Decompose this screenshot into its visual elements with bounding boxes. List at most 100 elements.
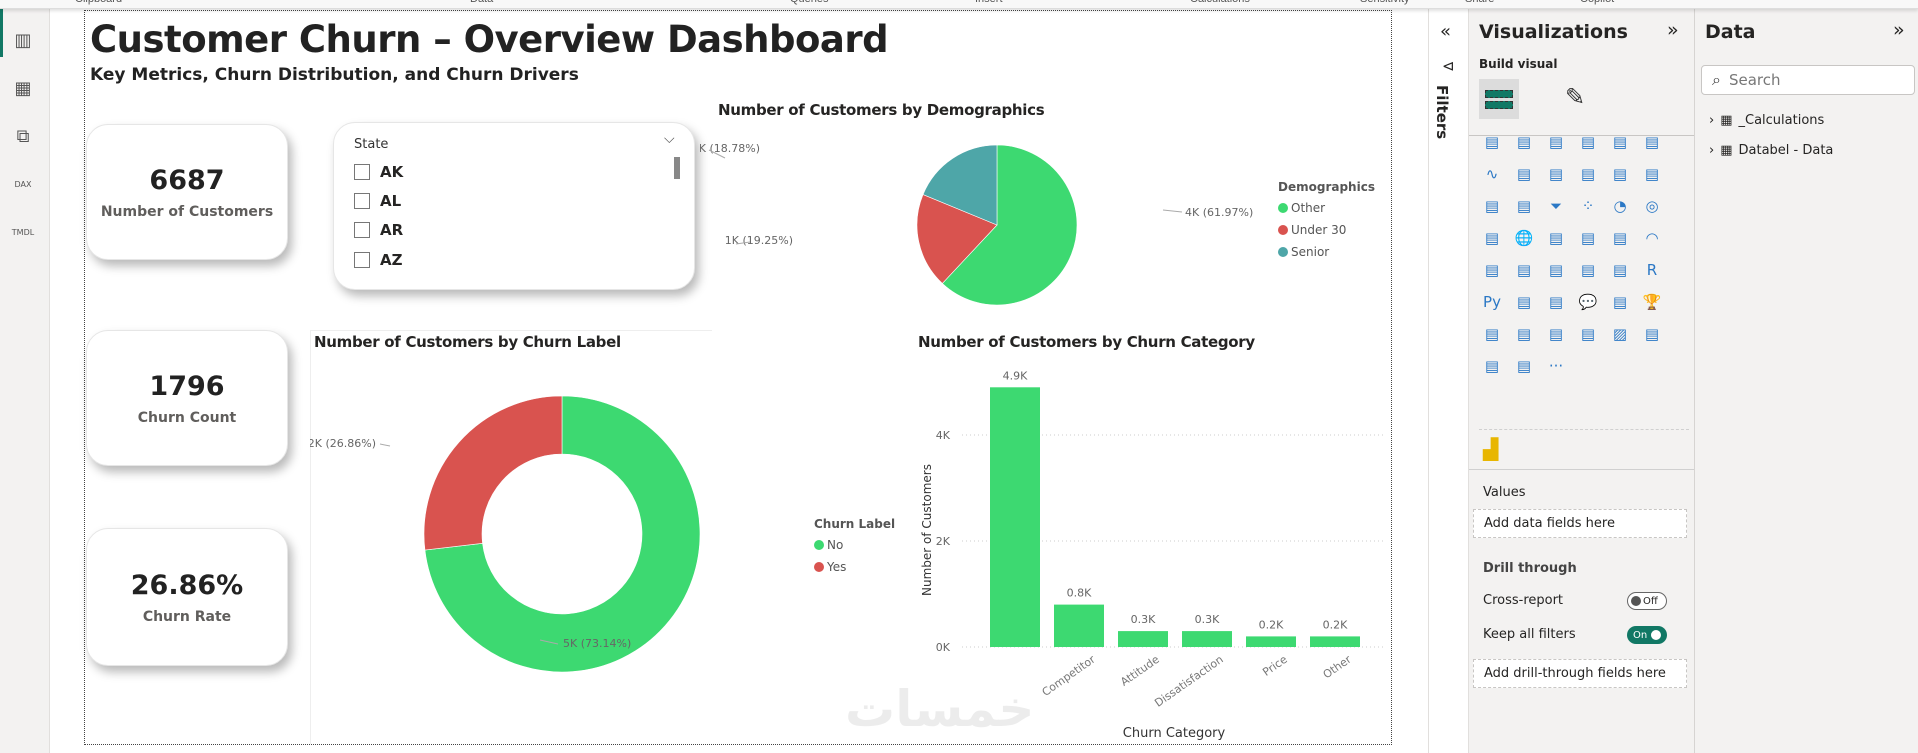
- waterfall-icon[interactable]: ▤: [1516, 197, 1532, 215]
- slice-no[interactable]: [424, 395, 701, 673]
- bar-first[interactable]: [990, 387, 1040, 647]
- kpi-card-churn-count[interactable]: 1796 Churn Count: [86, 330, 288, 466]
- stacked-area-icon[interactable]: ▤: [1548, 165, 1564, 183]
- clustered-column-icon[interactable]: ▤: [1580, 133, 1596, 151]
- slicer-item[interactable]: AL: [354, 192, 401, 210]
- line-column-icon[interactable]: ▤: [1612, 165, 1628, 183]
- expand-left-icon[interactable]: «: [1440, 21, 1452, 42]
- kpi-label: Number of Customers: [100, 203, 274, 220]
- checkbox[interactable]: [354, 222, 370, 238]
- map-icon[interactable]: 🌐: [1514, 229, 1534, 247]
- chevron-down-icon[interactable]: ⌵: [664, 131, 675, 147]
- paginated-icon[interactable]: ▤: [1484, 325, 1500, 343]
- narrative-icon[interactable]: ▤: [1612, 293, 1628, 311]
- bar-dissatisfaction[interactable]: [1182, 631, 1232, 647]
- slicer-new-icon[interactable]: ▤: [1548, 325, 1564, 343]
- collapse-right-icon[interactable]: »: [1667, 19, 1679, 41]
- checkbox[interactable]: [354, 193, 370, 209]
- pie-icon[interactable]: ◔: [1613, 197, 1627, 215]
- key-influencers-icon[interactable]: ▤: [1516, 293, 1532, 311]
- checkbox[interactable]: [354, 164, 370, 180]
- report-view-icon[interactable]: ▥: [14, 29, 32, 51]
- slicer-icon[interactable]: ▤: [1548, 261, 1564, 279]
- funnel-icon[interactable]: ⏷: [1549, 197, 1562, 215]
- appsource-visual-icon[interactable]: ▟: [1483, 437, 1499, 461]
- filters-label[interactable]: Filters: [1433, 85, 1451, 140]
- card-icon[interactable]: ▤: [1484, 261, 1500, 279]
- r-visual-icon[interactable]: R: [1646, 261, 1658, 279]
- power-apps-icon[interactable]: ▤: [1484, 357, 1500, 375]
- keep-all-filters-toggle[interactable]: On: [1627, 626, 1667, 644]
- legend-item[interactable]: Senior: [1291, 245, 1329, 259]
- azure-map-icon[interactable]: ▤: [1612, 229, 1628, 247]
- arcgis-icon[interactable]: ▤: [1644, 325, 1660, 343]
- bar-attitude[interactable]: [1118, 631, 1168, 647]
- build-visual-tab[interactable]: [1479, 79, 1519, 119]
- legend-item[interactable]: Under 30: [1291, 223, 1346, 237]
- slice-under-30[interactable]: [916, 194, 998, 284]
- demographics-pie-chart[interactable]: 4K (61.97%) 1K (19.25%) 1K (18.78%) Demogra…: [700, 120, 1400, 320]
- scatter-icon[interactable]: ⁘: [1581, 197, 1595, 215]
- checkbox[interactable]: [354, 252, 370, 268]
- filters-pane-collapsed[interactable]: « ⊲ Filters: [1428, 9, 1468, 753]
- kpi-card-churn-rate[interactable]: 26.86% Churn Rate: [86, 528, 288, 666]
- collapse-right-icon[interactable]: »: [1893, 19, 1905, 41]
- goals-icon[interactable]: 🏆: [1642, 293, 1662, 311]
- filled-map-icon[interactable]: ▤: [1548, 229, 1564, 247]
- slice-yes[interactable]: [423, 395, 563, 551]
- 100-bar-icon[interactable]: ▤: [1612, 133, 1628, 151]
- legend-item[interactable]: Yes: [826, 560, 846, 574]
- python-visual-icon[interactable]: Py: [1483, 293, 1501, 311]
- tmdl-view-icon[interactable]: TMDL: [11, 227, 35, 237]
- bar-competitor[interactable]: [1054, 604, 1104, 647]
- 100-column-icon[interactable]: ▤: [1644, 133, 1660, 151]
- legend-item[interactable]: Other: [1291, 201, 1325, 215]
- legend-item[interactable]: No: [827, 538, 843, 552]
- table-icon[interactable]: ▤: [1580, 261, 1596, 279]
- matrix-icon[interactable]: ▤: [1612, 261, 1628, 279]
- bar-price[interactable]: [1246, 636, 1296, 647]
- churn-label-donut-chart[interactable]: 5K (73.14%) 2K (26.86%) Churn Label No Yes: [310, 360, 910, 744]
- image-icon[interactable]: ▨: [1612, 325, 1628, 343]
- slice-other[interactable]: [941, 144, 1078, 306]
- power-automate-icon[interactable]: ▤: [1516, 357, 1532, 375]
- table-view-icon[interactable]: ▦: [14, 77, 32, 99]
- table-databel-data[interactable]: › ▦ Databel - Data: [1709, 143, 1833, 158]
- treemap-icon[interactable]: ▤: [1484, 229, 1500, 247]
- more-icon[interactable]: ···: [1548, 357, 1564, 375]
- slice-senior[interactable]: [922, 144, 998, 226]
- state-slicer[interactable]: State ⌵ AK AL AR AZ: [333, 122, 695, 290]
- area-icon[interactable]: ▤: [1516, 165, 1532, 183]
- drill-through-drop-zone[interactable]: Add drill-through fields here: [1473, 659, 1687, 688]
- bar-other[interactable]: [1310, 636, 1360, 647]
- slicer-item[interactable]: AK: [354, 163, 403, 181]
- dax-query-icon[interactable]: DAX: [14, 179, 32, 189]
- stacked-bar-icon[interactable]: ▤: [1484, 133, 1500, 151]
- shape-map-icon[interactable]: ▤: [1580, 229, 1596, 247]
- format-visual-icon[interactable]: ✎: [1565, 83, 1586, 111]
- table-calculations[interactable]: › ▦ _Calculations: [1709, 113, 1824, 128]
- slicer-scrollbar[interactable]: [674, 157, 680, 179]
- cross-report-toggle[interactable]: Off: [1627, 592, 1667, 610]
- churn-category-bar-chart[interactable]: 0K 2K 4K 4.9K 0.8K Competitor 0.3K Attitude 0.3K…: [900, 360, 1390, 745]
- qa-icon[interactable]: 💬: [1578, 293, 1598, 311]
- model-view-icon[interactable]: ⧉: [16, 125, 30, 147]
- decomposition-tree-icon[interactable]: ▤: [1548, 293, 1564, 311]
- line-icon[interactable]: ∿: [1485, 165, 1499, 183]
- slicer-item[interactable]: AZ: [354, 251, 403, 269]
- search-input[interactable]: ⌕ Search: [1701, 65, 1915, 95]
- stacked-column-icon[interactable]: ▤: [1516, 133, 1532, 151]
- clustered-bar-icon[interactable]: ▤: [1548, 133, 1564, 151]
- ribbon-area-icon[interactable]: ▤: [1580, 165, 1596, 183]
- donut-icon[interactable]: ◎: [1645, 197, 1659, 215]
- kpi-card-customers[interactable]: 6687 Number of Customers: [86, 124, 288, 260]
- ribbon-icon[interactable]: ▤: [1484, 197, 1500, 215]
- kpi-icon[interactable]: ▤: [1516, 261, 1532, 279]
- button-slicer-icon[interactable]: ▤: [1580, 325, 1596, 343]
- gauge-icon[interactable]: ◠: [1645, 229, 1659, 247]
- values-drop-zone[interactable]: Add data fields here: [1473, 509, 1687, 538]
- slicer-item[interactable]: AR: [354, 221, 403, 239]
- legend-marker: [1278, 225, 1288, 235]
- line-clustered-icon[interactable]: ▤: [1644, 165, 1660, 183]
- card-new-icon[interactable]: ▤: [1516, 325, 1532, 343]
